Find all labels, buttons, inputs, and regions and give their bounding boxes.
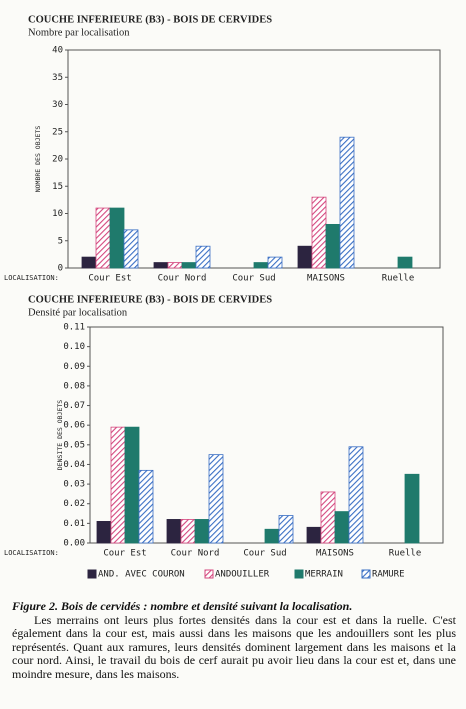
x-axis-label: LOCALISATION: [4,549,59,557]
bar [311,196,327,269]
x-tick-label: MAISONS [316,549,354,559]
y-tick-label: 5 [58,236,63,246]
y-tick-label: 0.09 [63,362,85,372]
y-tick-label: 10 [52,209,63,219]
y-tick-label: 0.02 [63,499,85,509]
bar [96,521,112,544]
x-tick-label: Cour Est [88,274,131,284]
caption-text: Les merrains ont leurs plus fortes densi… [12,612,456,681]
y-tick-label: 0.11 [63,323,85,333]
y-tick-label: 0.01 [63,519,85,529]
bar [153,262,169,269]
bar [208,454,224,544]
chart-subtitle: Nombre par localisation [28,27,130,38]
bar [404,473,420,544]
bar [264,528,280,544]
y-tick-label: 0.07 [63,401,85,411]
x-tick-label: Cour Nord [158,274,207,284]
caption: Figure 2. Bois de cervidés : nombre et d… [12,599,456,681]
bar [306,526,322,544]
legend-swatch [87,569,97,579]
chart-title: COUCHE INFERIEURE (B3) - BOIS DE CERVIDE… [28,14,272,25]
bar [124,426,140,544]
bar [397,256,413,269]
bar [81,256,97,269]
y-tick-label: 0.08 [63,381,85,391]
y-tick-label: 40 [52,46,63,56]
bar [95,207,111,269]
bar [334,511,350,544]
y-axis-label: DENSITE DES OBJETS [56,400,64,471]
x-tick-label: Ruelle [389,549,422,559]
bar [180,519,196,544]
legend-swatch [294,569,304,579]
x-tick-label: Cour Sud [243,549,286,559]
bar [194,519,210,544]
chart-title: COUCHE INFERIEURE (B3) - BOIS DE CERVIDE… [28,294,272,305]
bar [167,262,183,269]
legend-label: ANDOUILLER [215,570,270,580]
bar [253,262,269,269]
x-tick-label: Cour Sud [232,274,275,284]
bar [181,262,197,269]
x-tick-label: Cour Est [103,549,146,559]
chart-subtitle: Densité par localisation [28,307,128,318]
y-tick-label: 0.05 [63,440,85,450]
y-tick-label: 25 [52,127,63,137]
legend-label: AND. AVEC COURON [98,570,185,580]
x-tick-label: MAISONS [307,274,345,284]
x-axis-label: LOCALISATION: [4,274,59,282]
caption-title: Figure 2. Bois de cervidés : nombre et d… [12,599,353,613]
bar [166,519,182,544]
legend-label: RAMURE [372,570,405,580]
bar [123,229,139,269]
y-tick-label: 35 [52,73,63,83]
bar [320,491,336,544]
bar [267,256,283,269]
y-tick-label: 0.03 [63,480,85,490]
legend-swatch [204,569,214,579]
figure: COUCHE INFERIEURE (B3) - BOIS DE CERVIDE… [4,14,444,580]
y-tick-label: 0.10 [63,342,85,352]
bar [110,426,126,544]
y-tick-label: 20 [52,155,63,165]
bar [325,223,341,269]
legend-label: MERRAIN [305,570,343,580]
legend-swatch [361,569,371,579]
y-tick-label: 0.00 [63,539,85,549]
bar [348,446,364,544]
bar [109,207,125,269]
y-tick-label: 0 [58,264,63,274]
bar [278,515,294,544]
x-tick-label: Cour Nord [171,549,220,559]
y-axis-label: NOMBRE DES OBJETS [34,126,42,193]
bar [138,469,154,544]
x-tick-label: Ruelle [382,274,415,284]
y-tick-label: 0.04 [63,460,85,470]
bar [297,245,313,269]
y-tick-label: 15 [52,182,63,192]
bar [339,136,355,269]
bar [195,245,211,269]
y-tick-label: 0.06 [63,421,85,431]
y-tick-label: 30 [52,100,63,110]
